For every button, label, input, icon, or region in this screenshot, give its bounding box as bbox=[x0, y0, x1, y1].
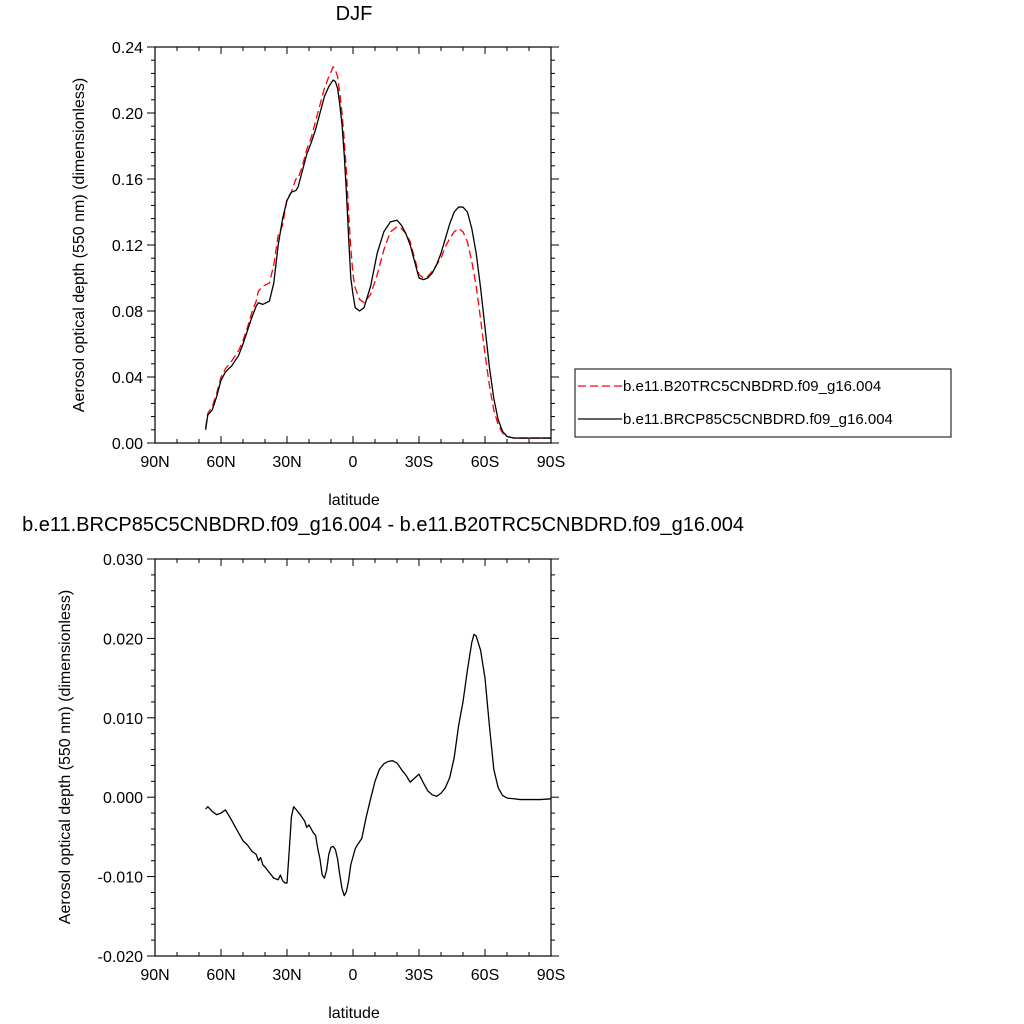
y-tick-label: 0.16 bbox=[112, 172, 143, 189]
x-tick-label: 90S bbox=[537, 967, 565, 984]
legend-label-series-2: b.e11.BRCP85C5CNBDRD.f09_g16.004 bbox=[623, 411, 893, 428]
x-tick-label: 30S bbox=[405, 454, 433, 471]
plot-frame bbox=[154, 558, 552, 957]
y-axis: -0.020 -0.010 0.000 0.010 0.020 0.030 bbox=[98, 552, 559, 966]
series-group bbox=[204, 66, 551, 439]
x-tick-label: 60S bbox=[471, 454, 499, 471]
series-line-1 bbox=[204, 66, 551, 439]
y-tick-label: 0.04 bbox=[112, 370, 143, 387]
x-tick-label: 30S bbox=[405, 967, 433, 984]
x-tick-label: 30N bbox=[272, 967, 301, 984]
x-tick-label: 0 bbox=[349, 967, 358, 984]
y-tick-label: 0.010 bbox=[103, 711, 143, 728]
x-tick-label: 60N bbox=[206, 454, 235, 471]
legend: b.e11.B20TRC5CNBDRD.f09_g16.004 b.e11.BR… bbox=[574, 368, 952, 438]
chart-panel-top: DJF 90N 60N 30N 0 30S 60S 90S 0.00 0.04 0.08 0.12… bbox=[71, 3, 952, 509]
y-axis-label: Aerosol optical depth (550 nm) (dimensio… bbox=[71, 78, 88, 412]
y-tick-label: 0.24 bbox=[112, 40, 143, 57]
y-tick-label: 0.020 bbox=[103, 631, 143, 648]
y-tick-label: 0.08 bbox=[112, 304, 143, 321]
x-tick-label: 90N bbox=[140, 454, 169, 471]
x-tick-label: 30N bbox=[272, 454, 301, 471]
y-tick-label: 0.030 bbox=[103, 552, 143, 569]
x-tick-label: 60N bbox=[206, 967, 235, 984]
y-tick-label: 0.00 bbox=[112, 436, 143, 453]
x-axis-label: latitude bbox=[328, 492, 380, 509]
y-tick-label: -0.010 bbox=[98, 870, 143, 887]
x-axis: 90N 60N 30N 0 30S 60S 90S bbox=[140, 559, 565, 984]
series-line-2 bbox=[204, 79, 551, 439]
y-axis-label: Aerosol optical depth (550 nm) (dimensio… bbox=[57, 590, 74, 924]
chart-panel-bottom: b.e11.BRCP85C5CNBDRD.f09_g16.004 - b.e11… bbox=[22, 514, 744, 1022]
series-line-1 bbox=[205, 633, 551, 897]
chart-title: DJF bbox=[336, 3, 373, 25]
y-tick-label: -0.020 bbox=[98, 949, 143, 966]
x-axis-label: latitude bbox=[328, 1005, 380, 1022]
legend-box bbox=[574, 368, 952, 438]
x-axis: 90N 60N 30N 0 30S 60S 90S bbox=[140, 47, 565, 471]
y-tick-label: 0.000 bbox=[103, 790, 143, 807]
y-tick-label: 0.20 bbox=[112, 106, 143, 123]
y-axis: 0.00 0.04 0.08 0.12 0.16 0.20 0.24 bbox=[112, 40, 559, 453]
series-group bbox=[205, 633, 551, 897]
x-tick-label: 90S bbox=[537, 454, 565, 471]
legend-label-series-1: b.e11.B20TRC5CNBDRD.f09_g16.004 bbox=[623, 378, 881, 395]
x-tick-label: 0 bbox=[349, 454, 358, 471]
chart-title: b.e11.BRCP85C5CNBDRD.f09_g16.004 - b.e11… bbox=[22, 514, 744, 536]
x-tick-label: 90N bbox=[140, 967, 169, 984]
x-tick-label: 60S bbox=[471, 967, 499, 984]
y-tick-label: 0.12 bbox=[112, 238, 143, 255]
